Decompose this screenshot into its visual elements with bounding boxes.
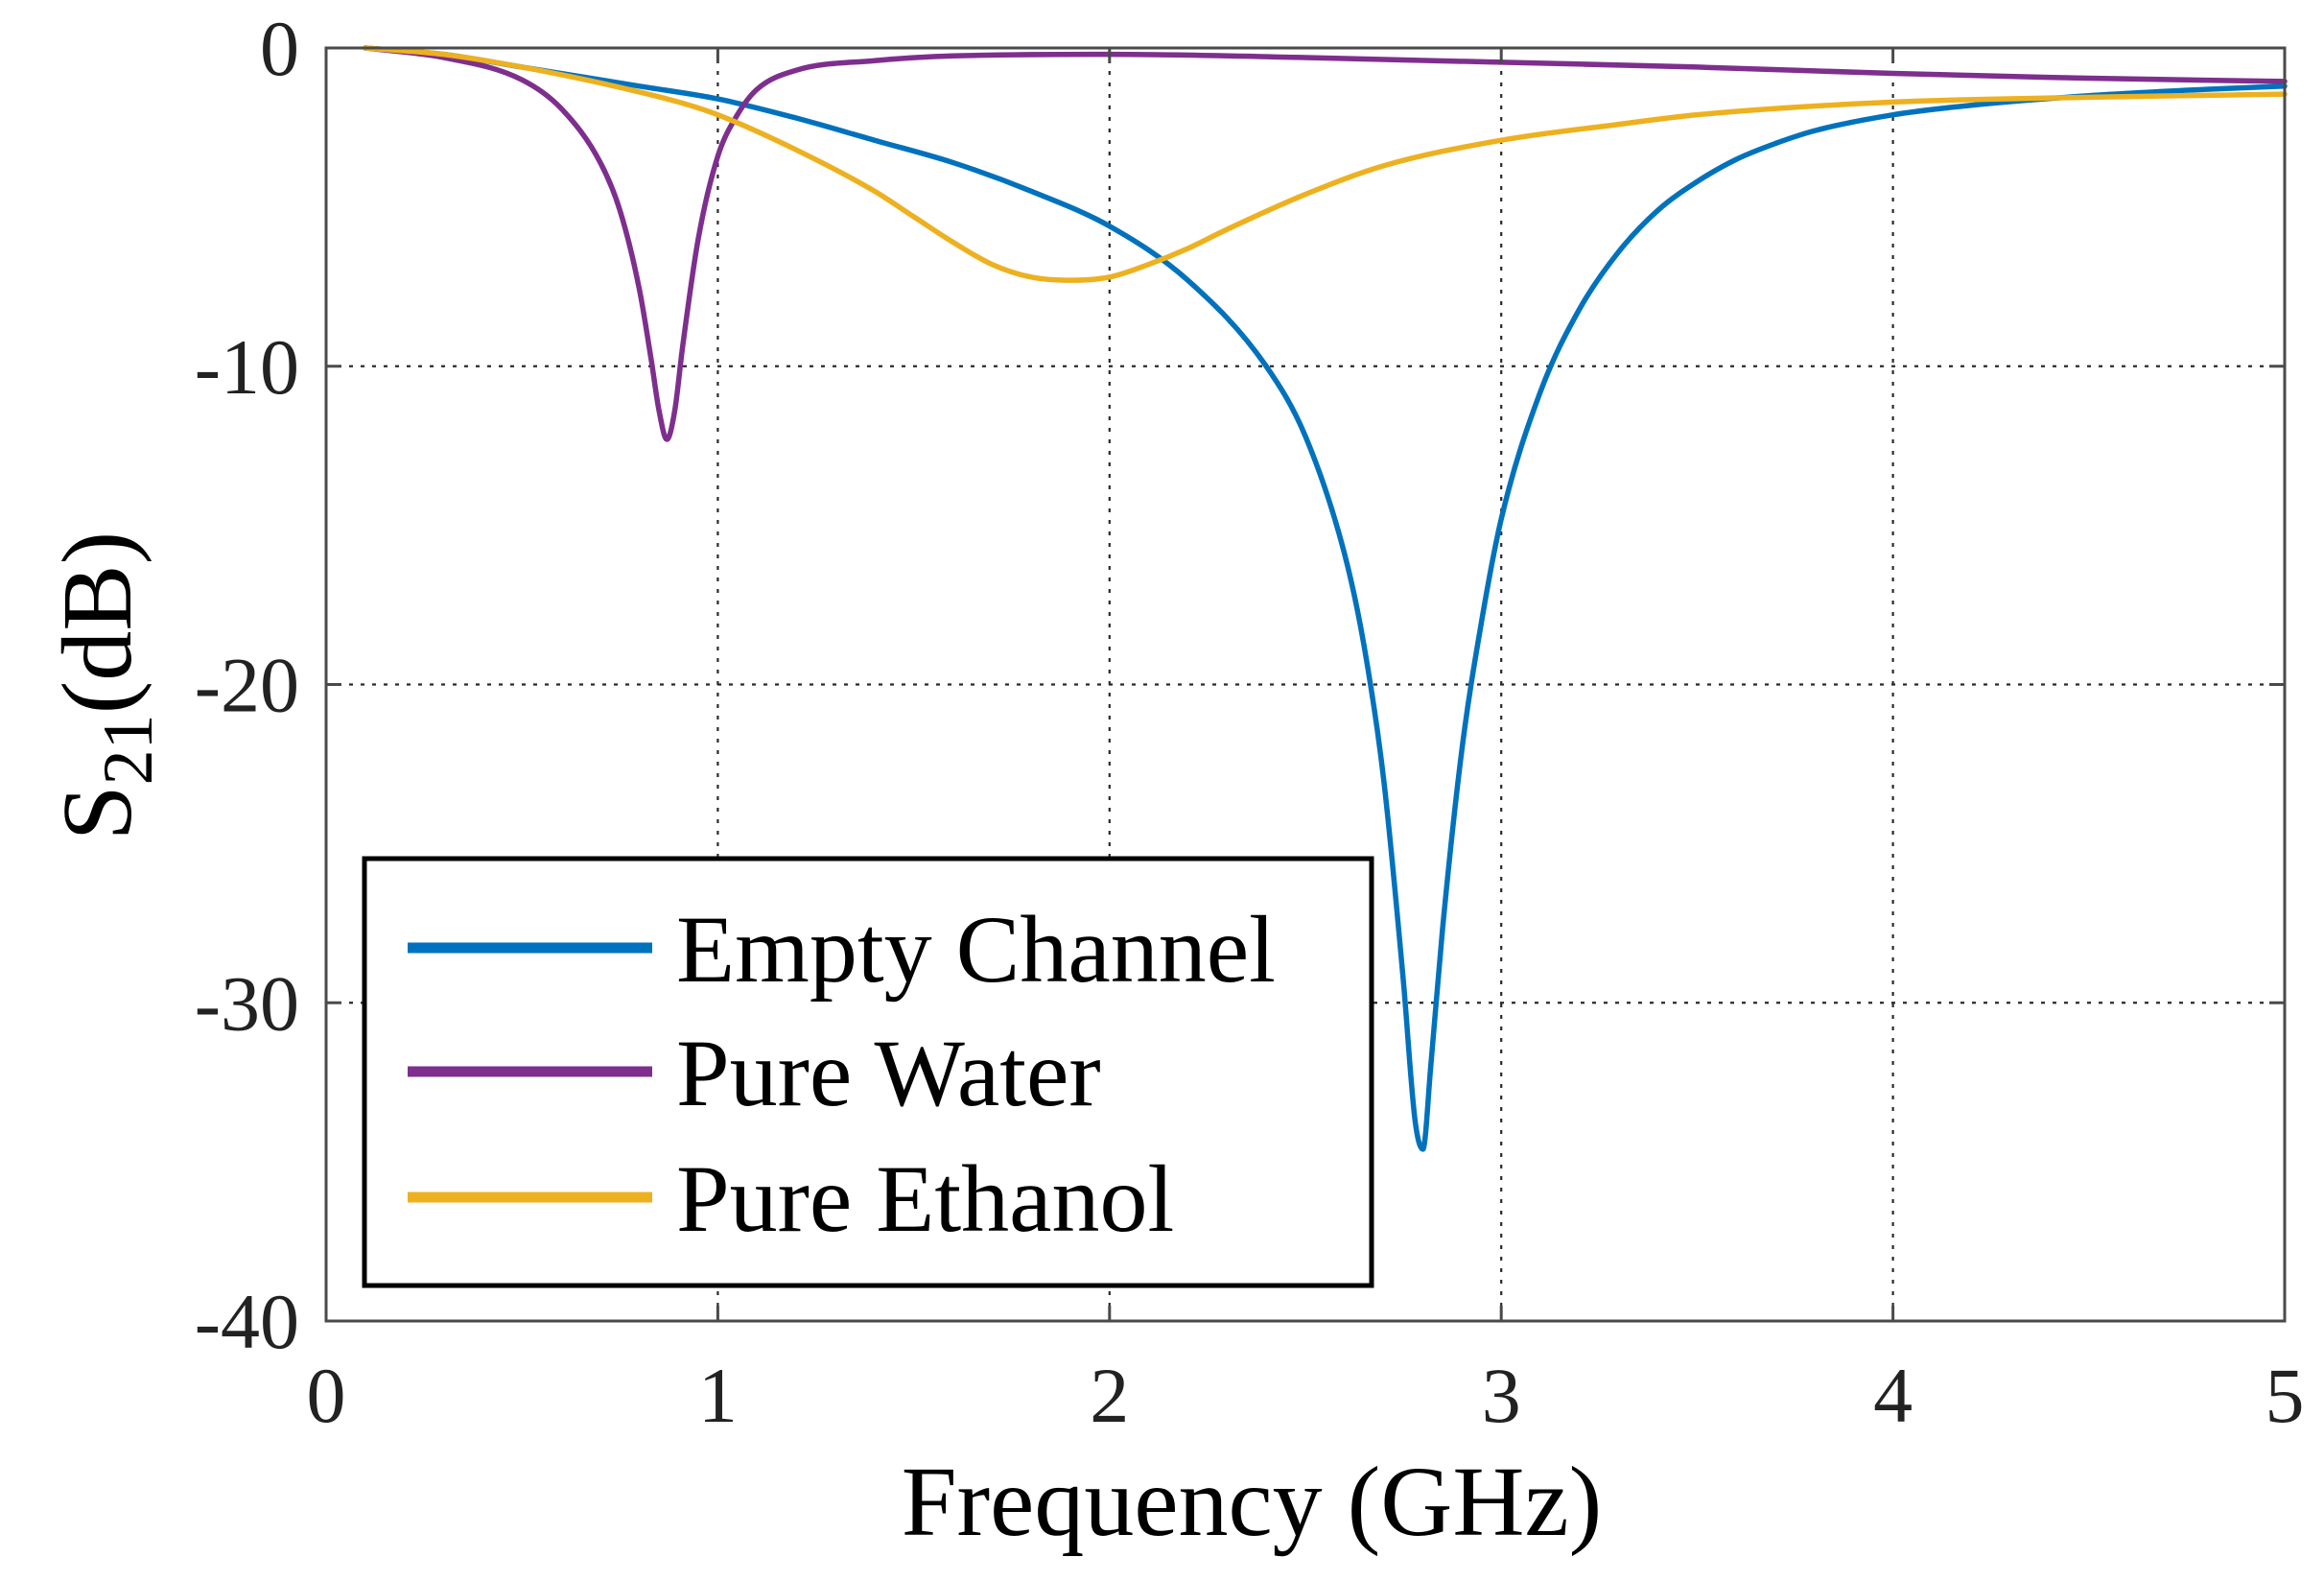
y-tick-label: -20 — [195, 642, 299, 729]
x-axis-label: Frequency (GHz) — [902, 1447, 1603, 1557]
legend: Empty Channel Pure Water Pure Ethanol — [362, 856, 1374, 1288]
legend-label-empty-channel: Empty Channel — [676, 896, 1276, 1003]
x-tick-label: 5 — [2265, 1352, 2305, 1439]
y-tick-label: -30 — [195, 959, 299, 1047]
legend-label-pure-ethanol: Pure Ethanol — [676, 1145, 1174, 1252]
series-line-pure-water — [363, 45, 2288, 442]
y-axis-label-unit: (dB) — [42, 531, 153, 715]
x-tick-label: 4 — [1873, 1352, 1913, 1439]
axis-ticks: 0 1 2 3 4 5 0 -10 -20 -30 -40 — [195, 5, 2305, 1439]
series-group — [363, 45, 2288, 1152]
y-tick-label: 0 — [260, 5, 299, 92]
series-line-empty-channel — [363, 45, 2288, 1152]
x-tick-label: 1 — [698, 1352, 738, 1439]
y-tick-label: -10 — [195, 323, 299, 411]
x-tick-label: 2 — [1090, 1352, 1129, 1439]
y-axis-label-subscript: 21 — [89, 714, 168, 785]
y-axis-label-main: S — [42, 785, 153, 840]
y-axis-label: S21(dB) — [42, 531, 168, 840]
x-tick-label: 0 — [307, 1352, 346, 1439]
x-tick-label: 3 — [1482, 1352, 1521, 1439]
legend-label-pure-water: Pure Water — [676, 1020, 1101, 1126]
series-line-pure-ethanol — [363, 45, 2288, 283]
y-tick-label: -40 — [195, 1278, 299, 1365]
